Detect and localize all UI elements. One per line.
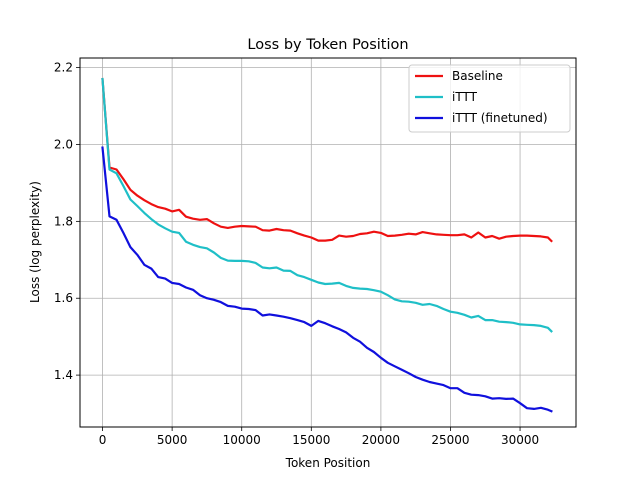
axis-ticks: 0 5000 10000 15000 20000 25000 30000 1.4 1.6 1.8 2… <box>54 61 539 447</box>
series-line-baseline <box>101 77 553 243</box>
legend-box <box>408 64 571 133</box>
x-tick-label: 25000 <box>431 433 469 447</box>
x-axis-label: Token Position <box>285 456 371 470</box>
y-tick-label: 1.8 <box>54 214 73 228</box>
y-tick-label: 1.4 <box>54 368 73 382</box>
y-tick-label: 1.6 <box>54 291 73 305</box>
series-group <box>101 77 553 413</box>
x-tick-label: 10000 <box>223 433 261 447</box>
x-tick-label: 30000 <box>501 433 539 447</box>
y-tick-label: 2.2 <box>54 61 73 75</box>
series-line-ittt-finetuned <box>101 146 553 413</box>
y-axis-label: Loss (log perplexity) <box>28 181 42 303</box>
axes-frame <box>79 57 577 428</box>
x-tick-label: 0 <box>99 433 107 447</box>
legend-label-ittt-finetuned: iTTT (finetuned) <box>452 111 548 125</box>
legend-label-ittt: iTTT <box>452 90 478 104</box>
series-line-ittt <box>101 77 553 333</box>
chart-title: Loss by Token Position <box>247 37 408 53</box>
legend-label-baseline: Baseline <box>452 69 503 83</box>
legend: Baseline iTTT iTTT (finetuned) <box>408 64 571 133</box>
x-tick-label: 5000 <box>157 433 188 447</box>
x-tick-label: 20000 <box>362 433 400 447</box>
y-tick-label: 2.0 <box>54 137 73 151</box>
grid <box>80 58 576 427</box>
x-tick-label: 15000 <box>292 433 330 447</box>
